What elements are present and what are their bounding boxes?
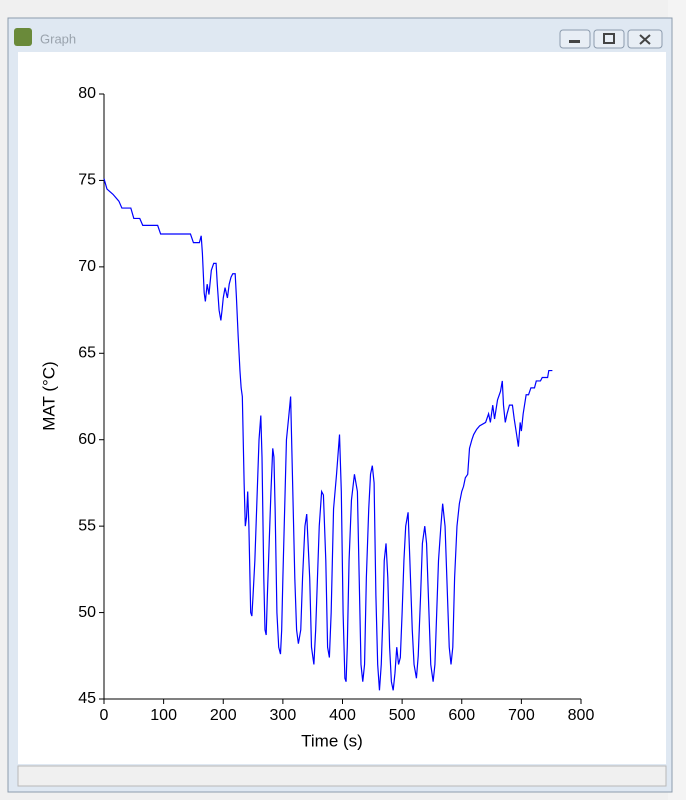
window-title: Graph bbox=[40, 31, 76, 46]
x-tick-label: 100 bbox=[150, 707, 177, 724]
x-tick-label: 200 bbox=[210, 707, 237, 724]
close-glyph bbox=[639, 34, 651, 45]
x-tick-label: 500 bbox=[389, 707, 416, 724]
y-tick-label: 70 bbox=[78, 258, 96, 275]
x-tick-label: 700 bbox=[508, 707, 535, 724]
y-tick-label: 75 bbox=[78, 172, 96, 189]
y-tick-label: 55 bbox=[78, 517, 96, 534]
x-tick-label: 300 bbox=[270, 707, 297, 724]
maximize-button[interactable] bbox=[593, 29, 625, 49]
minimize-button[interactable] bbox=[559, 29, 591, 49]
y-tick-label: 80 bbox=[78, 85, 96, 102]
client-area bbox=[18, 52, 666, 764]
x-tick-label: 400 bbox=[329, 707, 356, 724]
y-axis-label: MAT (°C) bbox=[39, 361, 58, 430]
x-tick-label: 0 bbox=[100, 707, 109, 724]
x-axis-label: Time (s) bbox=[301, 731, 363, 750]
y-tick-label: 50 bbox=[78, 604, 96, 621]
x-tick-label: 800 bbox=[568, 707, 595, 724]
y-tick-label: 60 bbox=[78, 431, 96, 448]
y-tick-label: 65 bbox=[78, 345, 96, 362]
data-line bbox=[103, 178, 553, 691]
y-tick-label: 45 bbox=[78, 690, 96, 707]
minimize-glyph bbox=[569, 40, 580, 43]
window-icon bbox=[14, 28, 32, 46]
status-bar bbox=[17, 765, 667, 787]
x-tick-label: 600 bbox=[448, 707, 475, 724]
maximize-glyph bbox=[603, 33, 615, 44]
